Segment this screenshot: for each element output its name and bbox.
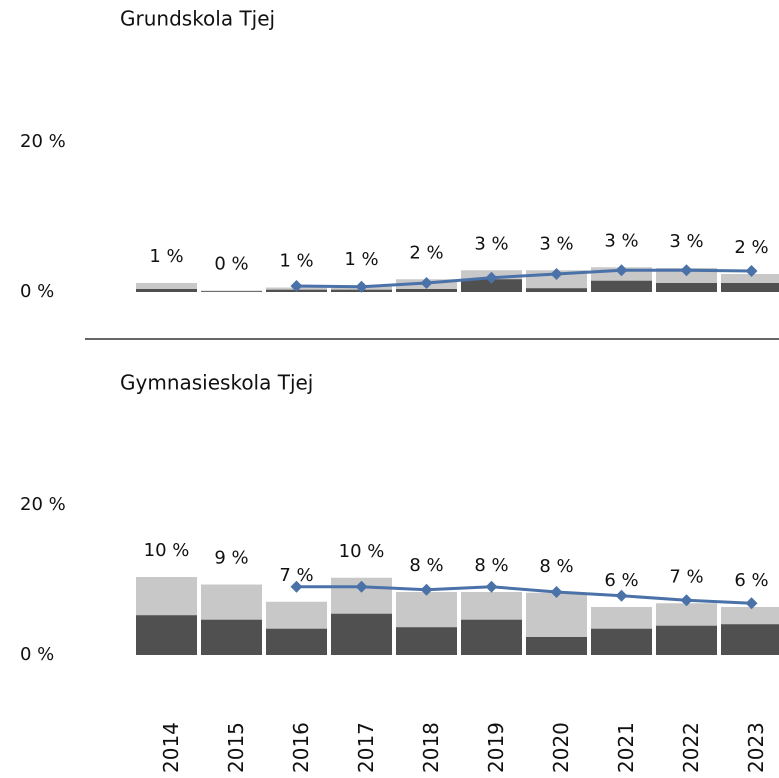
line-marker — [290, 280, 303, 292]
x-tick-label: 2015 — [224, 722, 248, 773]
value-label: 3 % — [669, 231, 703, 252]
y-tick-label: 20 % — [20, 494, 66, 515]
line-marker — [355, 280, 368, 293]
value-label: 0 % — [214, 254, 248, 275]
x-tick-label: 2014 — [159, 722, 183, 773]
value-label: 1 % — [344, 249, 378, 270]
bar — [461, 279, 522, 292]
value-label: 2 % — [734, 237, 768, 258]
x-tick-label: 2016 — [289, 722, 313, 773]
x-tick-label: 2022 — [679, 722, 703, 773]
y-tick-label: 20 % — [20, 131, 66, 152]
line-marker — [615, 589, 628, 602]
value-label: 1 % — [149, 246, 183, 267]
chart-title: Gymnasieskola Tjej — [120, 371, 313, 395]
bar — [136, 283, 197, 292]
value-label: 7 % — [279, 565, 313, 586]
bar — [656, 283, 717, 292]
bar — [591, 280, 652, 292]
bar — [201, 619, 262, 655]
y-tick-label: 0 % — [20, 644, 54, 665]
bar — [721, 624, 779, 655]
value-label: 6 % — [734, 570, 768, 591]
bar — [396, 289, 457, 292]
line-marker — [355, 580, 368, 593]
value-label: 2 % — [409, 242, 443, 263]
bar — [526, 637, 587, 655]
line-marker — [745, 265, 758, 277]
bar — [136, 615, 197, 655]
value-label: 10 % — [144, 540, 190, 561]
value-label: 8 % — [474, 555, 508, 576]
line-marker — [680, 264, 693, 277]
x-tick-label: 2017 — [354, 722, 378, 773]
x-tick-label: 2018 — [419, 722, 443, 773]
value-label: 3 % — [474, 233, 508, 254]
line-marker — [290, 580, 303, 593]
bar — [136, 289, 197, 292]
bar — [721, 283, 779, 292]
value-label: 8 % — [409, 555, 443, 576]
bar — [201, 291, 262, 292]
line — [296, 268, 752, 289]
line-marker — [550, 586, 563, 598]
line — [296, 585, 752, 605]
line-marker — [550, 268, 563, 280]
bar — [331, 613, 392, 655]
bar — [591, 628, 652, 655]
line-marker — [485, 271, 498, 284]
value-label: 8 % — [539, 556, 573, 577]
value-label: 6 % — [604, 570, 638, 591]
line-marker — [615, 264, 628, 277]
value-label: 3 % — [604, 230, 638, 251]
bar — [461, 619, 522, 655]
line-marker — [485, 580, 498, 593]
x-tick-label: 2019 — [484, 722, 508, 773]
bar — [266, 628, 327, 655]
bar — [396, 627, 457, 655]
value-label: 10 % — [339, 541, 385, 562]
line-marker — [680, 594, 693, 607]
line-marker — [745, 597, 758, 610]
bar — [656, 625, 717, 655]
line-marker — [420, 583, 433, 596]
bar — [526, 288, 587, 292]
x-tick-label: 2023 — [744, 722, 768, 773]
value-label: 9 % — [214, 548, 248, 569]
value-label: 1 % — [279, 251, 313, 272]
x-tick-label: 2020 — [549, 722, 573, 773]
chart-title: Grundskola Tjej — [120, 7, 275, 31]
value-label: 7 % — [669, 566, 703, 587]
x-tick-label: 2021 — [614, 722, 638, 773]
value-label: 3 % — [539, 233, 573, 254]
line-marker — [420, 277, 433, 289]
y-tick-label: 0 % — [20, 281, 54, 302]
